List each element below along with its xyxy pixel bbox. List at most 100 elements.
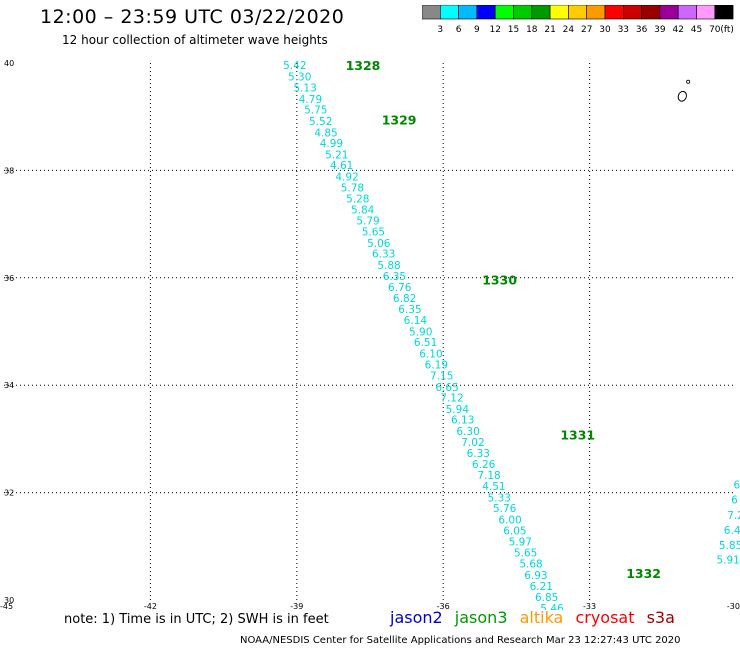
altimeter-map: -45 -42 -39 -36 -33 -304038363432305.425.305.… xyxy=(0,58,740,610)
track-value-label: 7.12 xyxy=(440,393,463,405)
track-value-label: 5.33 xyxy=(488,492,511,504)
track-value-label: 6.76 xyxy=(388,282,412,294)
satellite-legend: jason2 jason3 altika cryosat s3a xyxy=(390,608,682,627)
wave-height-color-scale: 3 6 9 12 15 18 21 24 27 30 33 36 39 42 45 70 (ft) xyxy=(422,5,734,35)
scale-tick-label: 6 xyxy=(456,25,462,35)
track-value-label: 5.68 xyxy=(519,558,542,570)
track-value-label: 6.33 xyxy=(372,249,395,261)
track-value-label: 6.26 xyxy=(472,459,496,471)
legend-cryosat: cryosat xyxy=(575,608,635,627)
page-title: 12:00 – 23:59 UTC 03/22/2020 xyxy=(40,6,345,28)
track-value-label: 5.75 xyxy=(304,105,327,117)
track-value-label: 4.85 xyxy=(314,127,337,139)
track-value-label: 5.88 xyxy=(377,260,400,272)
track-value-label: 7.02 xyxy=(461,437,484,449)
scale-tick-label: 45 xyxy=(691,25,702,35)
track-value-label: 5.90 xyxy=(409,327,432,339)
track-value-label: 6.35 xyxy=(398,304,421,316)
scale-tick-label: 42 xyxy=(672,25,683,35)
track-value-label: 5.65 xyxy=(514,548,537,560)
track-value-label: 6 xyxy=(731,495,738,507)
scale-tick-label: 30 xyxy=(599,25,611,35)
notes-text: note: 1) Time is in UTC; 2) SWH is in fe… xyxy=(64,612,329,627)
footer-credit: NOAA/NESDIS Center for Satellite Applica… xyxy=(240,635,681,646)
y-tick-label: 36 xyxy=(4,274,14,283)
track-value-label: 6.05 xyxy=(503,526,526,538)
scale-tick-label: 15 xyxy=(508,25,519,35)
track-value-label: 5.84 xyxy=(351,205,375,217)
scale-tick-label: 24 xyxy=(563,25,575,35)
pass-number-label: 1330 xyxy=(482,272,517,287)
track-value-label: 6.4 xyxy=(724,525,740,537)
track-value-label: 5.13 xyxy=(293,83,316,95)
track-value-label: 5.85 xyxy=(719,540,740,552)
island-outline xyxy=(686,79,691,84)
track-value-label: 5.79 xyxy=(356,215,379,227)
track-value-label: 5.28 xyxy=(346,193,369,205)
track-value-label: 6.10 xyxy=(419,349,442,361)
scale-unit-label: (ft) xyxy=(720,25,734,35)
track-value-label: 6.21 xyxy=(530,581,553,593)
track-value-label: 6.85 xyxy=(535,592,558,604)
scale-tick-label: 18 xyxy=(526,25,538,35)
track-value-label: 5.91 xyxy=(716,555,739,567)
x-tick-label: -42 xyxy=(144,602,157,610)
track-value-label: 4.99 xyxy=(320,138,343,150)
x-tick-label: -36 xyxy=(437,602,450,610)
track-value-label: 5.78 xyxy=(341,183,364,195)
track-value-label: 5.21 xyxy=(325,149,348,161)
track-value-label: 6.00 xyxy=(498,514,521,526)
track-value-label: 5.65 xyxy=(362,227,385,239)
track-value-label: 6.30 xyxy=(456,426,479,438)
track-value-label: 5.06 xyxy=(367,238,391,250)
track-value-label: 6.14 xyxy=(404,315,428,327)
x-tick-label: -30 xyxy=(727,602,740,610)
x-tick-label: -45 xyxy=(0,602,13,610)
track-value-label: 6.93 xyxy=(524,570,547,582)
y-tick-label: 30 xyxy=(4,596,14,605)
scale-tick-label: 39 xyxy=(654,25,666,35)
track-value-label: 6.33 xyxy=(467,448,490,460)
track-value-label: 6.51 xyxy=(414,337,437,349)
y-tick-label: 40 xyxy=(4,59,14,68)
y-tick-label: 38 xyxy=(4,166,14,175)
pass-number-label: 1328 xyxy=(346,58,381,73)
scale-swatch xyxy=(714,5,734,20)
scale-tick-label: 27 xyxy=(581,25,592,35)
track-value-label: 5.30 xyxy=(288,71,311,83)
track-value-label: 5.52 xyxy=(309,116,332,128)
track-value-label: 6.19 xyxy=(425,359,448,371)
track-value-label: 5.46 xyxy=(540,603,564,610)
track-value-label: 7.2 xyxy=(727,510,740,522)
scale-tick-label: 33 xyxy=(618,25,629,35)
track-value-label: 6 xyxy=(734,480,740,492)
scale-tick-label: 36 xyxy=(636,25,648,35)
track-value-label: 4.92 xyxy=(335,171,358,183)
page-subtitle: 12 hour collection of altimeter wave hei… xyxy=(62,33,328,47)
track-value-label: 5.42 xyxy=(283,60,306,72)
track-value-label: 5.94 xyxy=(446,404,470,416)
pass-number-label: 1331 xyxy=(560,428,595,443)
track-value-label: 6.65 xyxy=(435,382,458,394)
y-tick-label: 32 xyxy=(4,489,14,498)
track-value-label: 5.97 xyxy=(509,536,532,548)
legend-jason2: jason2 xyxy=(390,608,443,627)
track-value-label: 7.15 xyxy=(430,371,453,383)
track-value-label: 4.51 xyxy=(482,481,505,493)
legend-s3a: s3a xyxy=(646,608,675,627)
scale-tick-label: 70 xyxy=(709,25,721,35)
track-value-label: 4.61 xyxy=(330,160,353,172)
track-value-label: 6.35 xyxy=(383,271,406,283)
track-value-label: 6.82 xyxy=(393,293,416,305)
legend-jason3: jason3 xyxy=(454,608,508,627)
legend-altika: altika xyxy=(519,608,564,627)
scale-tick-label: 3 xyxy=(437,25,443,35)
scale-tick-label: 21 xyxy=(544,25,555,35)
track-value-label: 6.13 xyxy=(451,415,474,427)
track-value-label: 4.79 xyxy=(299,94,322,106)
scale-tick-label: 12 xyxy=(489,25,500,35)
pass-number-label: 1332 xyxy=(626,566,661,581)
track-value-label: 5.76 xyxy=(493,503,517,515)
pass-number-label: 1329 xyxy=(382,112,417,127)
x-tick-label: -39 xyxy=(290,602,303,610)
